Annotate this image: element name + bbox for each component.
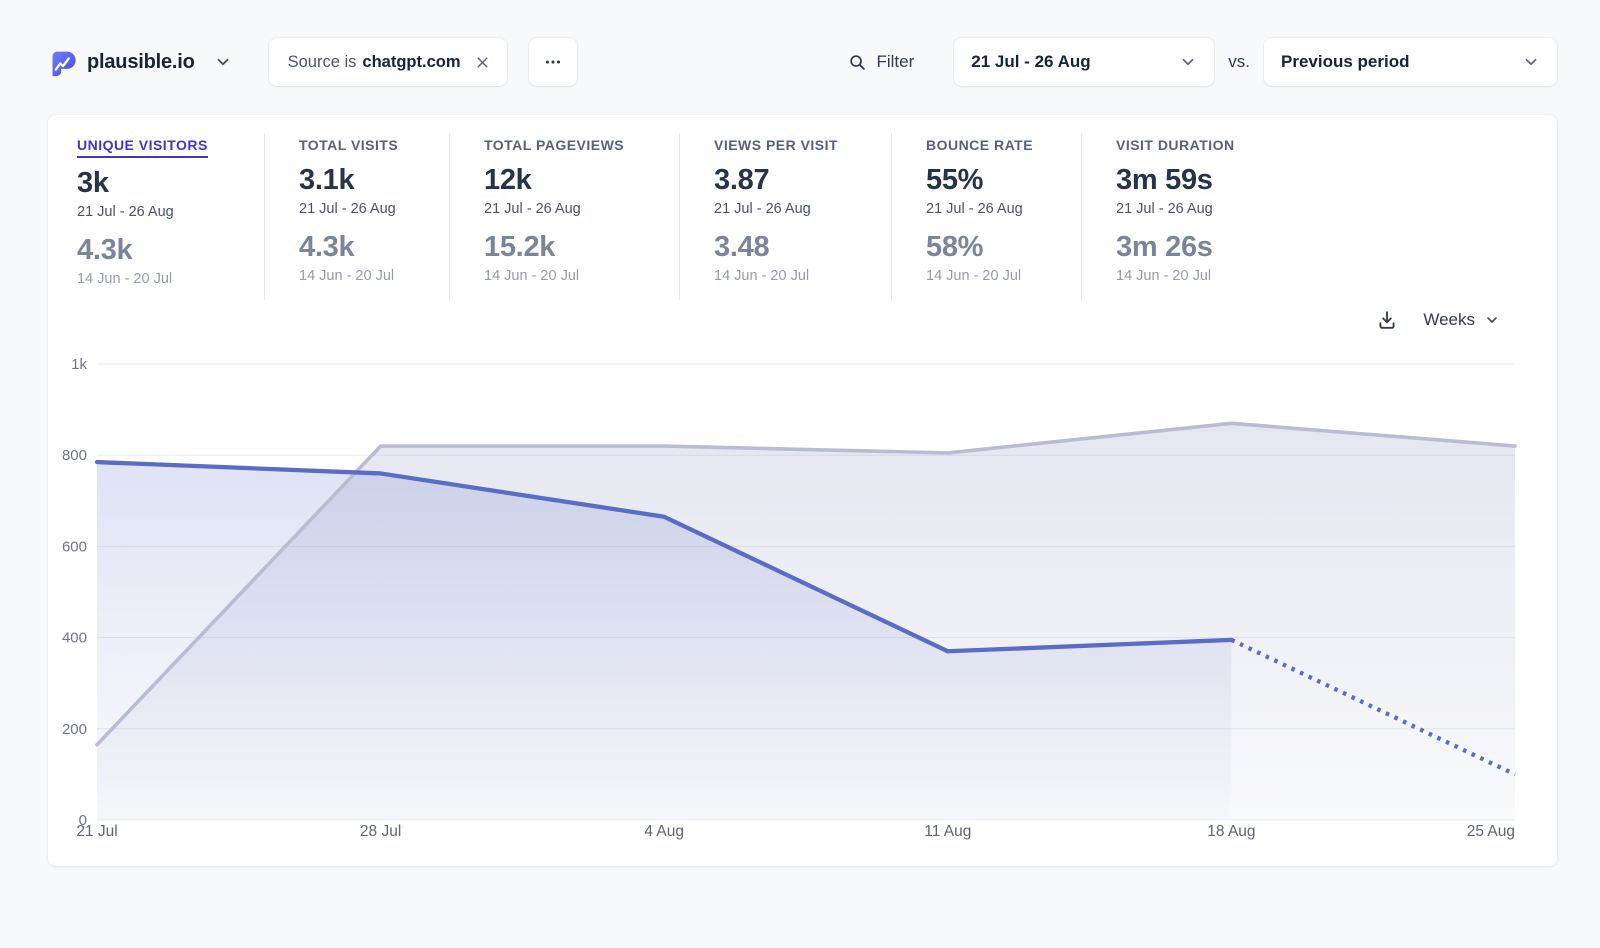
metric-total-visits[interactable]: TOTAL VISITS 3.1k 21 Jul - 26 Aug 4.3k 1… (265, 133, 450, 300)
chevron-down-icon (214, 53, 232, 71)
metric-prev-value: 3.48 (714, 231, 770, 263)
vs-label: vs. (1228, 52, 1250, 71)
chevron-down-icon (1484, 312, 1500, 328)
metric-value: 3m 59s (1116, 164, 1213, 196)
filter-chip-prefix: Source is (287, 52, 357, 71)
metric-prev-period: 14 Jun - 20 Jul (484, 268, 580, 284)
svg-text:800: 800 (62, 447, 87, 464)
svg-text:18 Aug: 18 Aug (1207, 823, 1255, 840)
metric-prev-period: 14 Jun - 20 Jul (299, 268, 395, 284)
site-switcher[interactable]: plausible.io (48, 48, 232, 77)
metric-label: BOUNCE RATE (926, 137, 1034, 153)
date-range-value: 21 Jul - 26 Aug (971, 52, 1091, 71)
date-range-select[interactable]: 21 Jul - 26 Aug (954, 38, 1215, 86)
svg-text:200: 200 (62, 721, 87, 738)
metric-period: 21 Jul - 26 Aug (299, 201, 396, 217)
metric-label: VISIT DURATION (1116, 137, 1235, 153)
svg-text:25 Aug: 25 Aug (1467, 823, 1515, 840)
chevron-down-icon (1522, 53, 1540, 71)
svg-text:1k: 1k (71, 356, 87, 373)
svg-text:0: 0 (79, 812, 87, 829)
metric-prev-period: 14 Jun - 20 Jul (926, 268, 1022, 284)
comparison-select[interactable]: Previous period (1264, 38, 1557, 86)
chart-controls: Weeks (48, 300, 1557, 340)
svg-text:11 Aug: 11 Aug (924, 823, 971, 840)
plausible-logo-icon (48, 48, 77, 77)
metric-period: 21 Jul - 26 Aug (714, 201, 811, 217)
metric-total-pageviews[interactable]: TOTAL PAGEVIEWS 12k 21 Jul - 26 Aug 15.2… (450, 133, 680, 300)
metric-value: 55% (926, 164, 984, 196)
metric-views-per-visit[interactable]: VIEWS PER VISIT 3.87 21 Jul - 26 Aug 3.4… (680, 133, 892, 300)
filter-button-label: Filter (876, 52, 915, 71)
more-filters-button[interactable] (528, 38, 577, 86)
dashboard-card: UNIQUE VISITORS 3k 21 Jul - 26 Aug 4.3k … (48, 115, 1557, 866)
svg-text:21 Jul: 21 Jul (76, 823, 117, 840)
metric-label: TOTAL VISITS (299, 137, 399, 153)
download-button[interactable] (1376, 309, 1398, 331)
interval-value: Weeks (1423, 310, 1475, 329)
svg-text:400: 400 (62, 630, 87, 647)
metric-prev-period: 14 Jun - 20 Jul (77, 271, 173, 287)
metric-prev-value: 3m 26s (1116, 231, 1213, 263)
metric-prev-period: 14 Jun - 20 Jul (1116, 268, 1212, 284)
metric-prev-value: 4.3k (77, 234, 133, 266)
chevron-down-icon (1179, 53, 1197, 71)
metric-prev-value: 15.2k (484, 231, 556, 263)
metric-prev-value: 58% (926, 231, 984, 263)
download-icon (1379, 311, 1395, 329)
metric-value: 3.87 (714, 164, 770, 196)
topbar: plausible.io Source is chatgpt.com Filte… (48, 38, 1557, 86)
metric-prev-value: 4.3k (299, 231, 355, 263)
metric-bounce-rate[interactable]: BOUNCE RATE 55% 21 Jul - 26 Aug 58% 14 J… (892, 133, 1082, 300)
visitors-chart: 0 200 400 600 800 1k 21 Jul 28 Jul 4 Aug 11 Aug 18… (48, 340, 1557, 862)
ellipsis-icon (545, 60, 560, 64)
svg-text:600: 600 (62, 538, 87, 555)
svg-text:4 Aug: 4 Aug (644, 823, 684, 840)
metric-period: 21 Jul - 26 Aug (1116, 201, 1213, 217)
metric-label: TOTAL PAGEVIEWS (484, 137, 625, 153)
filter-chip-value: chatgpt.com (362, 52, 461, 71)
site-name: plausible.io (87, 50, 195, 73)
metric-period: 21 Jul - 26 Aug (77, 204, 174, 220)
metric-label: VIEWS PER VISIT (714, 137, 839, 153)
metrics-row: UNIQUE VISITORS 3k 21 Jul - 26 Aug 4.3k … (48, 115, 1557, 300)
metric-period: 21 Jul - 26 Aug (926, 201, 1023, 217)
metric-prev-period: 14 Jun - 20 Jul (714, 268, 810, 284)
filter-button[interactable]: Filter (848, 52, 914, 72)
metric-unique-visitors[interactable]: UNIQUE VISITORS 3k 21 Jul - 26 Aug 4.3k … (48, 133, 265, 300)
comparison-value: Previous period (1281, 52, 1410, 71)
metric-label: UNIQUE VISITORS (77, 137, 208, 158)
remove-filter-icon[interactable] (474, 54, 491, 71)
metric-visit-duration[interactable]: VISIT DURATION 3m 59s 21 Jul - 26 Aug 3m… (1082, 133, 1557, 300)
metric-period: 21 Jul - 26 Aug (484, 201, 581, 217)
metric-value: 12k (484, 164, 532, 196)
interval-select[interactable]: Weeks (1423, 310, 1500, 330)
metric-value: 3.1k (299, 164, 355, 196)
search-icon (848, 53, 867, 72)
filter-chip-source[interactable]: Source is chatgpt.com (268, 38, 507, 86)
svg-text:28 Jul: 28 Jul (360, 823, 401, 840)
metric-value: 3k (77, 167, 109, 199)
